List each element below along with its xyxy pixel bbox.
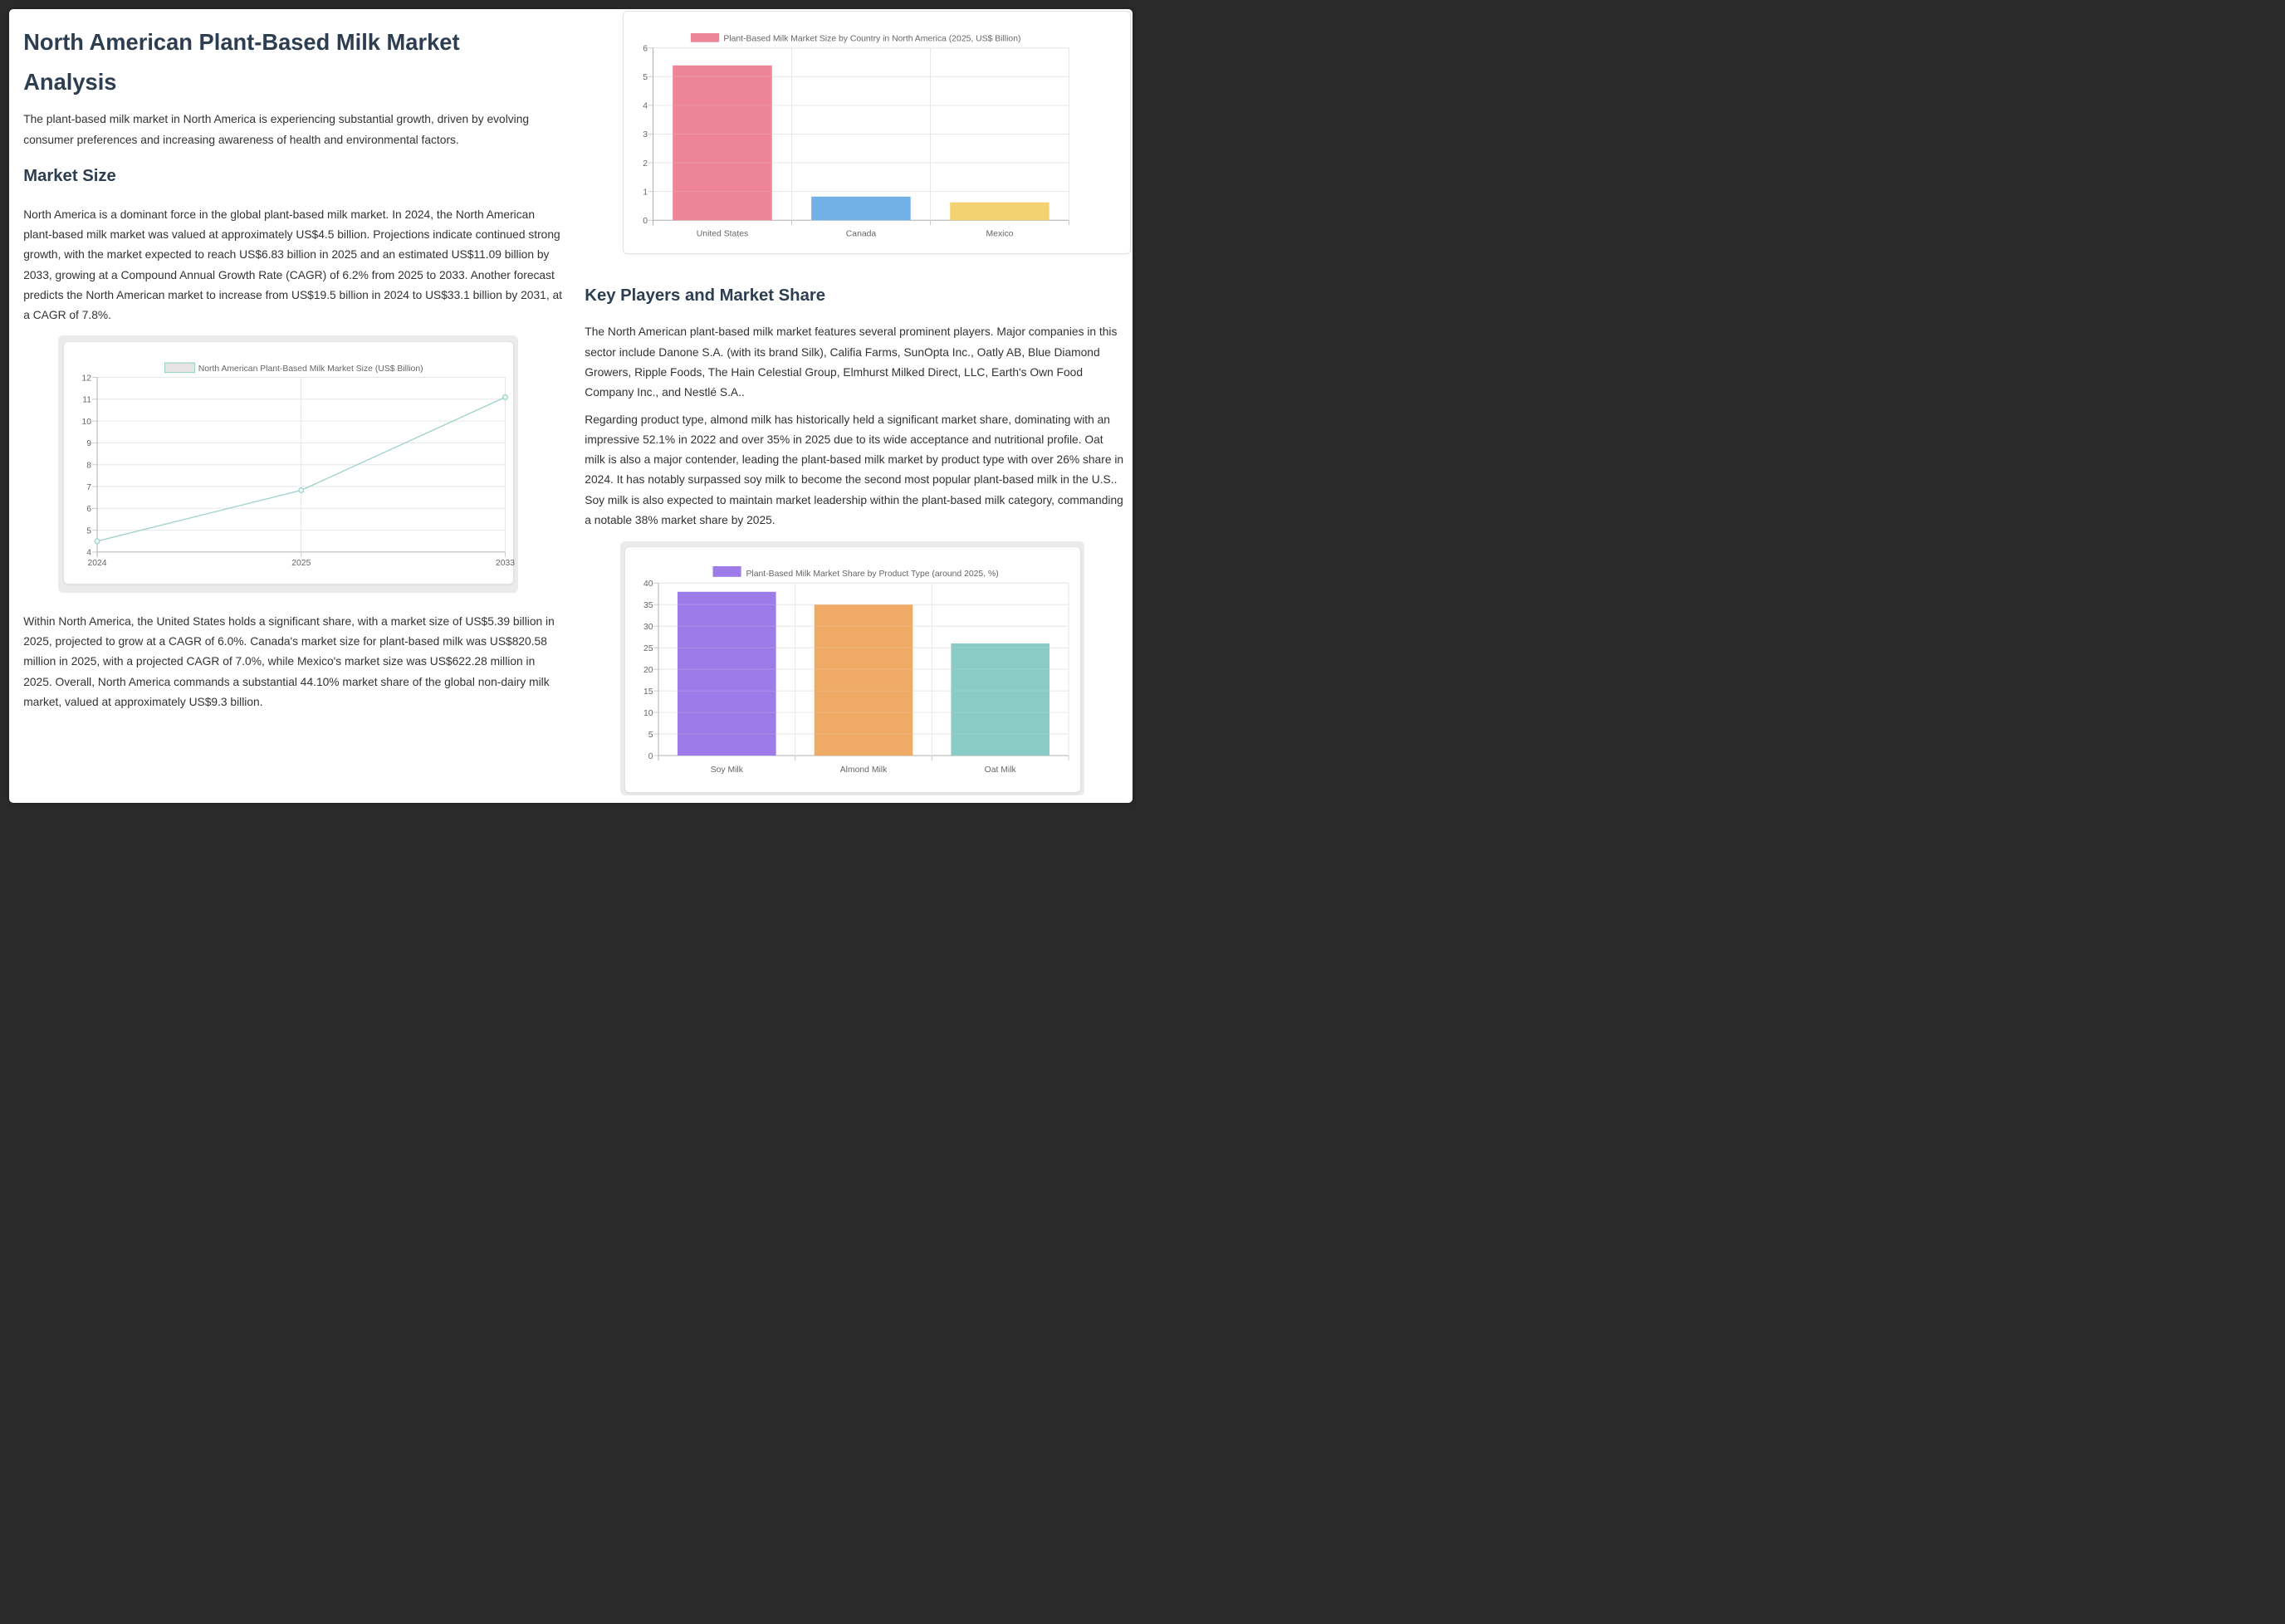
svg-text:0: 0: [648, 751, 653, 761]
svg-text:2: 2: [643, 159, 648, 169]
svg-text:Mexico: Mexico: [986, 229, 1013, 238]
svg-text:United States: United States: [696, 229, 747, 238]
svg-text:2033: 2033: [496, 559, 515, 568]
svg-text:9: 9: [86, 439, 91, 448]
svg-text:7: 7: [86, 483, 91, 492]
svg-text:40: 40: [643, 580, 653, 589]
svg-text:15: 15: [643, 687, 653, 696]
svg-text:3: 3: [643, 130, 648, 139]
svg-text:30: 30: [643, 623, 653, 632]
svg-text:20: 20: [643, 666, 653, 675]
svg-text:Canada: Canada: [845, 229, 876, 238]
svg-text:0: 0: [643, 217, 648, 226]
svg-text:2025: 2025: [291, 559, 311, 568]
svg-text:1: 1: [643, 188, 648, 197]
svg-text:Plant-Based Milk Market Size b: Plant-Based Milk Market Size by Country …: [723, 34, 1020, 43]
svg-text:Plant-Based Milk Market Share: Plant-Based Milk Market Share by Product…: [746, 570, 999, 579]
svg-text:Almond Milk: Almond Milk: [840, 766, 888, 775]
svg-text:11: 11: [82, 396, 91, 405]
svg-text:10: 10: [643, 708, 653, 717]
svg-text:North American Plant-Based Mil: North American Plant-Based Milk Market S…: [198, 364, 423, 374]
svg-text:12: 12: [81, 374, 91, 383]
svg-text:Oat Milk: Oat Milk: [985, 766, 1017, 775]
svg-text:5: 5: [648, 730, 653, 739]
svg-text:25: 25: [643, 644, 653, 653]
svg-text:6: 6: [643, 44, 648, 53]
svg-text:Soy Milk: Soy Milk: [711, 766, 744, 775]
svg-text:5: 5: [643, 73, 648, 82]
svg-text:35: 35: [643, 601, 653, 610]
svg-text:4: 4: [643, 101, 648, 110]
svg-text:2024: 2024: [87, 559, 106, 568]
svg-text:6: 6: [86, 505, 91, 514]
svg-text:8: 8: [86, 462, 91, 471]
svg-text:4: 4: [86, 549, 91, 558]
svg-text:10: 10: [81, 418, 91, 427]
svg-text:5: 5: [86, 526, 91, 536]
